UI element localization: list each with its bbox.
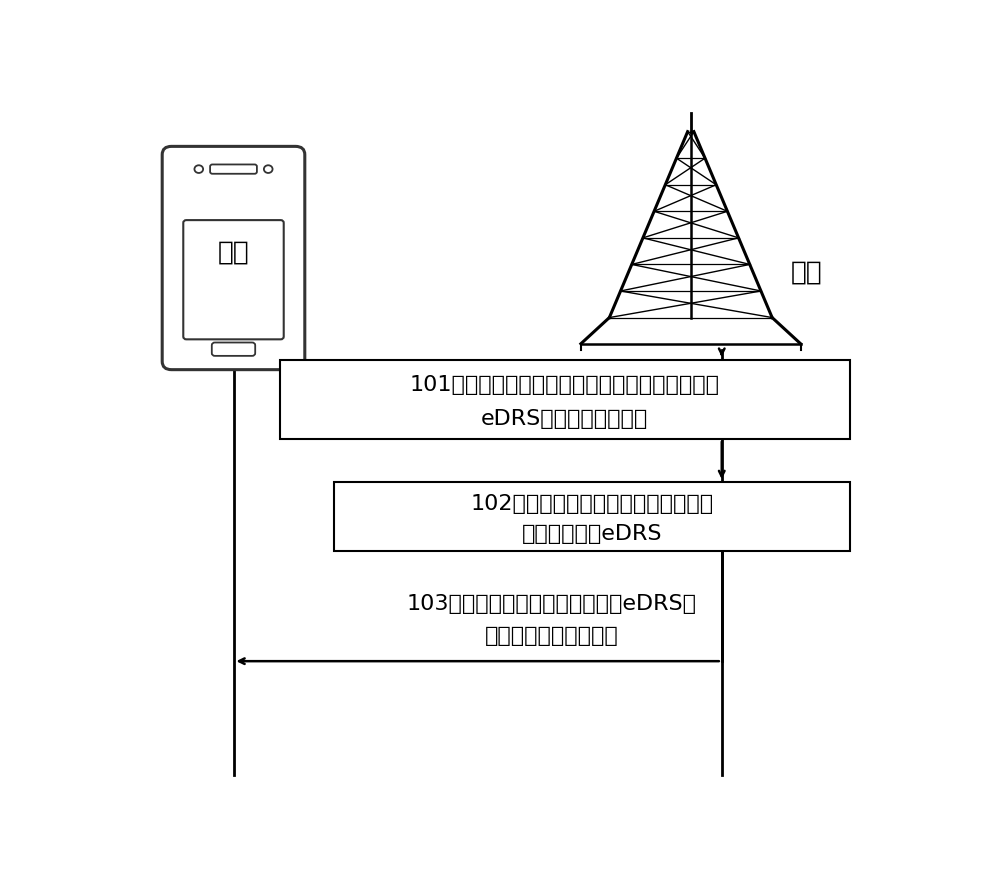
Text: eDRS的时频资源的信息: eDRS的时频资源的信息 <box>481 409 648 428</box>
FancyBboxPatch shape <box>212 343 255 357</box>
Text: 时频资源，发送至终端: 时频资源，发送至终端 <box>484 625 618 645</box>
FancyBboxPatch shape <box>334 483 850 552</box>
FancyBboxPatch shape <box>210 165 257 174</box>
Circle shape <box>264 166 273 173</box>
Text: 终端: 终端 <box>218 239 249 265</box>
Text: 基站: 基站 <box>791 259 823 285</box>
Text: 103、所述基站将所述映射有所述eDRS的: 103、所述基站将所述映射有所述eDRS的 <box>406 593 696 613</box>
FancyBboxPatch shape <box>280 360 850 440</box>
Circle shape <box>194 166 203 173</box>
Text: 102、所述基站根据所述时频资源的信: 102、所述基站根据所述时频资源的信 <box>470 493 714 513</box>
Text: 息，映射所述eDRS: 息，映射所述eDRS <box>522 523 662 544</box>
Text: 101、基站根据小区覆盖增强能力，确定用于承载: 101、基站根据小区覆盖增强能力，确定用于承载 <box>410 375 720 394</box>
FancyBboxPatch shape <box>183 221 284 340</box>
FancyBboxPatch shape <box>162 148 305 370</box>
